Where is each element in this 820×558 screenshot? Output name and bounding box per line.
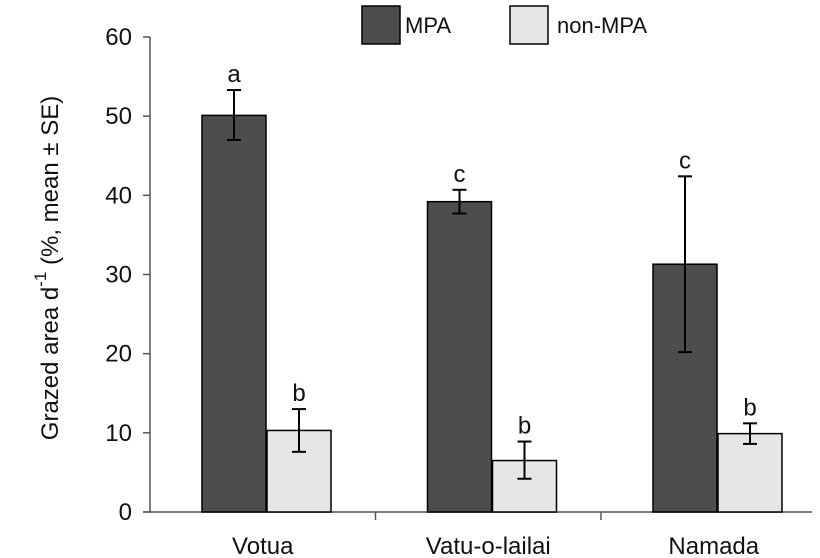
significance-letter: b <box>743 394 756 421</box>
significance-letter: c <box>454 161 466 188</box>
y-tick-label: 10 <box>105 420 132 447</box>
y-axis-title-suffix: (%, mean ± SE) <box>37 96 64 272</box>
y-axis-title-superscript: -1 <box>31 272 50 287</box>
bar <box>717 432 783 513</box>
legend-swatch-non-mpa <box>509 5 549 45</box>
legend-swatch-mpa <box>361 5 401 45</box>
y-tick-label: 30 <box>105 262 132 289</box>
significance-letter: c <box>679 147 691 174</box>
legend-label-mpa: MPA <box>405 13 451 38</box>
x-category-label: Namada <box>668 533 759 558</box>
x-category-label: Vatu-o-lailai <box>426 533 551 558</box>
y-tick-label: 60 <box>105 24 132 51</box>
significance-letter: b <box>518 413 531 440</box>
y-axis-title-main: Grazed area d <box>37 287 64 440</box>
plot-area: 0 10 20 30 40 50 60 Votua Vatu-o-lailai Namada a c c… <box>105 24 812 558</box>
x-category-label: Votua <box>232 533 294 558</box>
bar <box>201 114 267 513</box>
y-tick-label: 40 <box>105 182 132 209</box>
significance-letter: b <box>292 380 305 407</box>
legend: MPA non-MPA <box>361 5 647 45</box>
y-axis-title: Grazed area d-1 (%, mean ± SE) <box>31 96 64 440</box>
bar <box>426 200 493 513</box>
y-tick-label: 20 <box>105 341 132 368</box>
y-tick-label: 0 <box>119 499 132 526</box>
y-tick-label: 50 <box>105 103 132 130</box>
significance-letter: a <box>227 61 241 88</box>
legend-label-non-mpa: non-MPA <box>557 13 647 38</box>
